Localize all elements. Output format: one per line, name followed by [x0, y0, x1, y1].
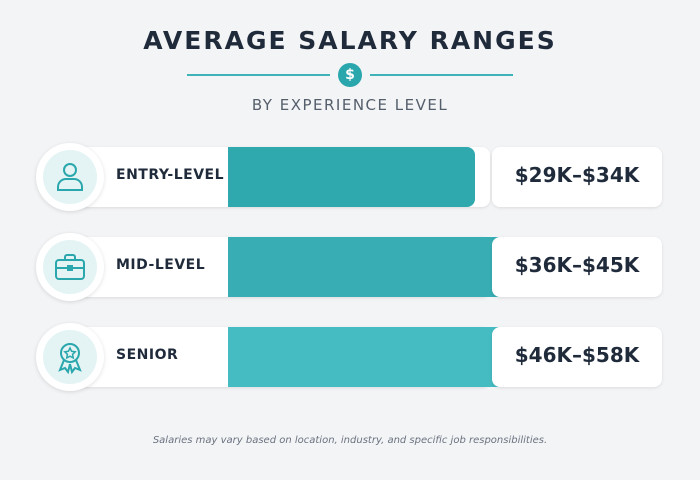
chart-title: AVERAGE SALARY RANGES: [143, 26, 557, 55]
icon-background: [43, 150, 97, 204]
category-label-entry-level: ENTRY-LEVEL: [116, 167, 225, 183]
user-icon: [57, 163, 83, 191]
divider-line-left: [187, 74, 330, 76]
category-label-senior: SENIOR: [116, 347, 179, 363]
dollar-icon: $: [338, 63, 362, 87]
salary-range-senior: $46K–$58K: [514, 343, 640, 367]
chart-subtitle: BY EXPERIENCE LEVEL: [251, 96, 449, 114]
value-card: [492, 147, 662, 207]
icon-background: [43, 330, 97, 384]
value-card: [492, 327, 662, 387]
salary-row-senior: $46K–$58K SENIOR: [0, 319, 700, 409]
category-label-mid-level: MID-LEVEL: [116, 257, 206, 273]
footnote: Salaries may vary based on location, ind…: [152, 435, 548, 446]
icon-badge: [36, 323, 104, 391]
salary-range-mid-level: $36K–$45K: [514, 253, 640, 277]
award-badge-icon: [58, 343, 82, 375]
divider-line-right: [370, 74, 513, 76]
salary-row-entry-level: $29K–$34K ENTRY-LEVEL: [0, 139, 700, 229]
briefcase-icon: [55, 254, 85, 280]
icon-background: [43, 240, 97, 294]
salary-range-entry-level: $29K–$34K: [514, 163, 640, 187]
icon-badge: [36, 233, 104, 301]
salary-bar-entry-level: [228, 147, 475, 207]
icon-badge: [36, 143, 104, 211]
salary-row-mid-level: $36K–$45K MID-LEVEL: [0, 229, 700, 319]
value-card: [492, 237, 662, 297]
